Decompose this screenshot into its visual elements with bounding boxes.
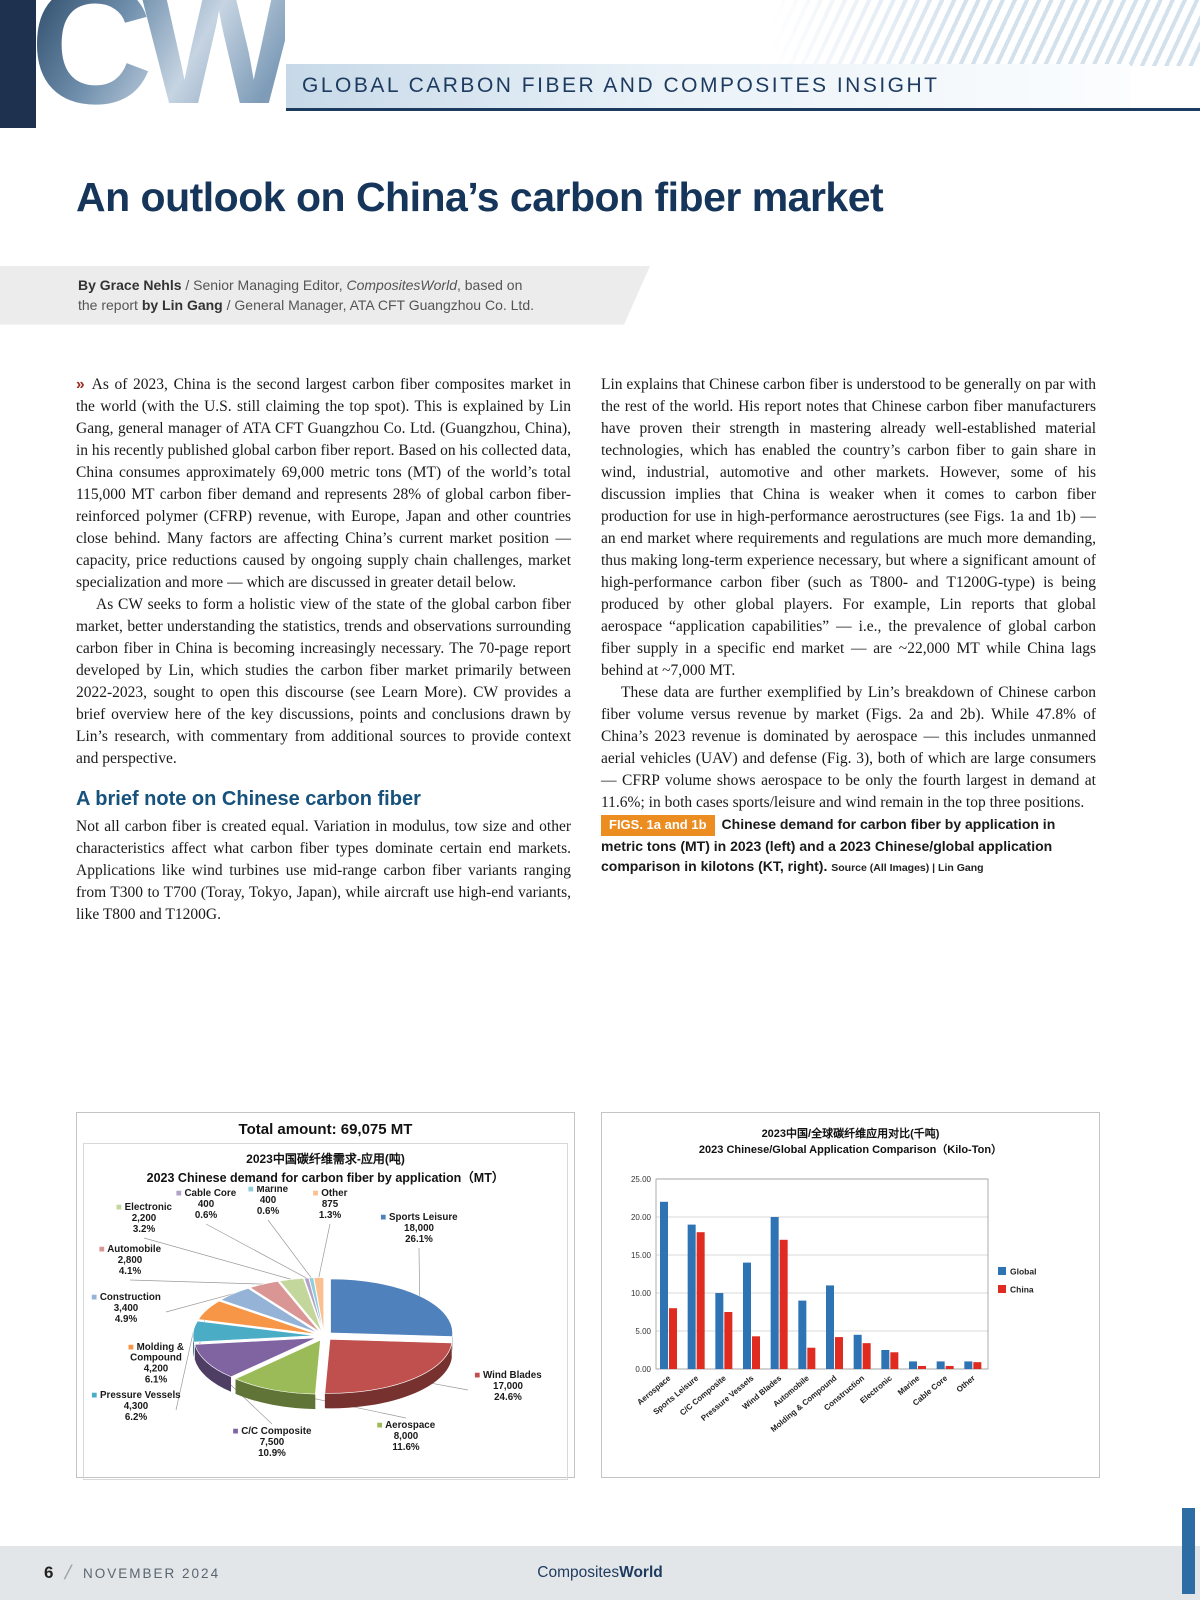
paragraph-2: As CW seeks to form a holistic view of t…: [76, 596, 571, 767]
page-number: 6: [44, 1563, 54, 1582]
column-left: » As of 2023, China is the second largest…: [76, 374, 571, 1108]
article-body: » As of 2023, China is the second largest…: [76, 374, 1096, 1108]
header-rule: [286, 108, 1200, 111]
figure-1a-pie: Total amount: 69,075 MT 2023中国碳纤维需求-应用(吨…: [76, 1112, 575, 1480]
svg-text:Global: Global: [1010, 1267, 1036, 1277]
figure-caption-text: Chinese demand for carbon fiber by appli…: [601, 816, 1056, 875]
left-navy-strip: [0, 0, 36, 128]
page-title: An outlook on China’s carbon fiber marke…: [76, 174, 884, 220]
svg-text:0.00: 0.00: [635, 1365, 651, 1374]
paragraph-1-text: As of 2023, China is the second largest …: [76, 376, 571, 591]
header-banner-text: GLOBAL CARBON FIBER AND COMPOSITES INSIG…: [302, 74, 940, 97]
figure-caption: FIGS. 1a and 1b Chinese demand for carbon…: [601, 814, 1096, 876]
svg-text:15.00: 15.00: [631, 1251, 652, 1260]
figure-1b-bars: 2023中国/全球碳纤维应用对比(千吨) 2023 Chinese/Global…: [601, 1112, 1100, 1478]
paragraph-3: Not all carbon fiber is created equal. V…: [76, 818, 571, 923]
svg-text:Marine: Marine: [896, 1373, 922, 1397]
pie-total-label: Total amount: 69,075 MT: [238, 1121, 413, 1138]
page-footer: 6 / NOVEMBER 2024 CompositesWorld: [0, 1546, 1200, 1600]
byline-role2: / General Manager, ATA CFT Guangzhou Co.…: [222, 297, 534, 314]
pie-title-english: 2023 Chinese demand for carbon fiber by …: [146, 1171, 505, 1185]
pie-chart: ■ Sports Leisure 18,000 26.1% ■ Wind Blades…: [91, 1184, 542, 1459]
pie-chart-frame: 2023中国碳纤维需求-应用(吨) 2023 Chinese demand fo…: [83, 1143, 568, 1480]
byline-author2: by Lin Gang: [141, 297, 223, 314]
byline-author: By Grace Nehls: [78, 277, 182, 293]
paragraph-4: Lin explains that Chinese carbon fiber i…: [601, 376, 1096, 679]
cw-logo: CW: [30, 0, 299, 130]
svg-text:5.00: 5.00: [635, 1327, 651, 1336]
byline-brand: CompositesWorld: [346, 277, 457, 293]
byline-lead2: the report: [78, 297, 142, 314]
header-dot-pattern: [770, 0, 1200, 66]
bar-chart: 0.005.0010.0015.0020.0025.00AerospaceSpo…: [631, 1175, 1036, 1434]
bottom-right-accent-bar: [1182, 1508, 1195, 1594]
footer-brand-regular: Composites: [537, 1564, 620, 1581]
svg-text:China: China: [1010, 1285, 1034, 1295]
footer-slash: /: [62, 1561, 74, 1584]
svg-text:25.00: 25.00: [631, 1175, 652, 1184]
bar-title-chinese: 2023中国/全球碳纤维应用对比(千吨): [761, 1128, 940, 1140]
issue-date: NOVEMBER 2024: [83, 1565, 221, 1581]
byline-role1: / Senior Managing Editor,: [181, 277, 347, 293]
paragraph-5: These data are further exemplified by Li…: [601, 684, 1096, 811]
bar-title-english: 2023 Chinese/Global Application Comparis…: [698, 1144, 1003, 1156]
header-banner: GLOBAL CARBON FIBER AND COMPOSITES INSIG…: [286, 64, 1130, 108]
svg-text:10.00: 10.00: [631, 1289, 652, 1298]
section-heading: A brief note on Chinese carbon fiber: [76, 788, 421, 810]
footer-brand-bold: World: [619, 1564, 663, 1581]
byline: By Grace Nehls / Senior Managing Editor,…: [0, 266, 650, 325]
svg-text:Other: Other: [955, 1374, 977, 1395]
figure-caption-badge: FIGS. 1a and 1b: [601, 815, 715, 836]
pie-title-chinese: 2023中国碳纤维需求-应用(吨): [246, 1152, 405, 1166]
footer-brand: CompositesWorld: [537, 1564, 662, 1582]
figures-row: Total amount: 69,075 MT 2023中国碳纤维需求-应用(吨…: [76, 1112, 1100, 1480]
lead-chevron: »: [76, 376, 85, 393]
column-right: Lin explains that Chinese carbon fiber i…: [601, 374, 1096, 1108]
svg-text:20.00: 20.00: [631, 1213, 652, 1222]
figure-caption-source: Source (All Images) | Lin Gang: [831, 862, 984, 875]
paragraph-1: » As of 2023, China is the second largest…: [76, 374, 571, 594]
byline-tail1: , based on: [456, 277, 523, 293]
